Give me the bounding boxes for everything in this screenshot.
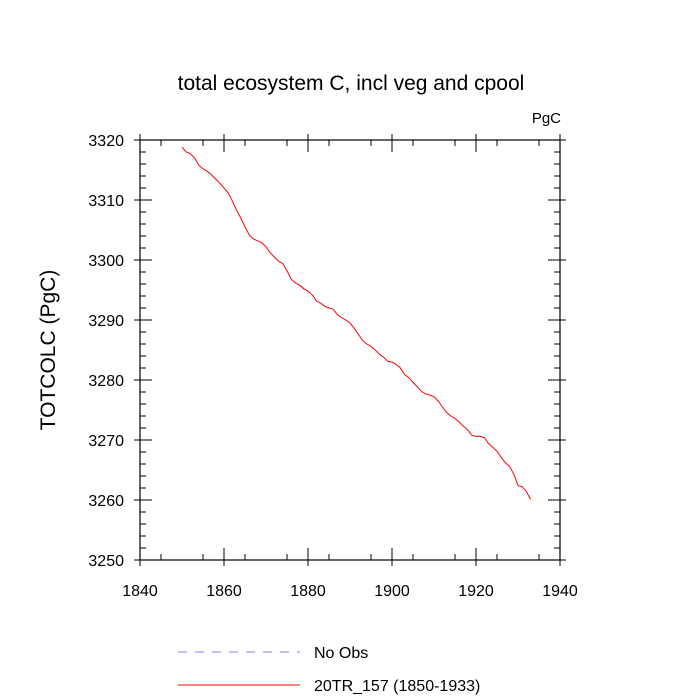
plot-frame [139,139,561,561]
y-tick-label: 3310 [88,193,124,210]
axis-ticks [134,134,566,566]
series-layer [181,146,532,500]
y-tick-label: 3280 [88,373,124,390]
x-tick-label: 1840 [122,583,158,600]
y-tick-label: 3300 [88,253,124,270]
chart-title: total ecosystem C, incl veg and cpool [178,72,525,95]
y-axis-label: TOTCOLC (PgC) [37,270,60,431]
y-tick-label: 3320 [88,133,124,150]
tick-labels: 1840 1860 1880 1900 1920 1940 3250 3260 3270 3280… [88,133,577,600]
x-tick-label: 1940 [542,583,578,600]
y-tick-label: 3250 [88,553,124,570]
y-tick-label: 3290 [88,313,124,330]
x-tick-label: 1880 [290,583,326,600]
legend: No Obs 20TR_157 (1850-1933) [178,645,480,695]
legend-label-20tr-157: 20TR_157 (1850-1933) [314,678,480,695]
x-tick-label: 1920 [458,583,494,600]
series-line-1 [181,146,532,500]
units-label: PgC [532,110,561,127]
x-tick-label: 1900 [374,583,410,600]
x-tick-label: 1860 [206,583,242,600]
legend-label-no-obs: No Obs [314,645,368,662]
y-tick-label: 3270 [88,433,124,450]
y-tick-label: 3260 [88,493,124,510]
